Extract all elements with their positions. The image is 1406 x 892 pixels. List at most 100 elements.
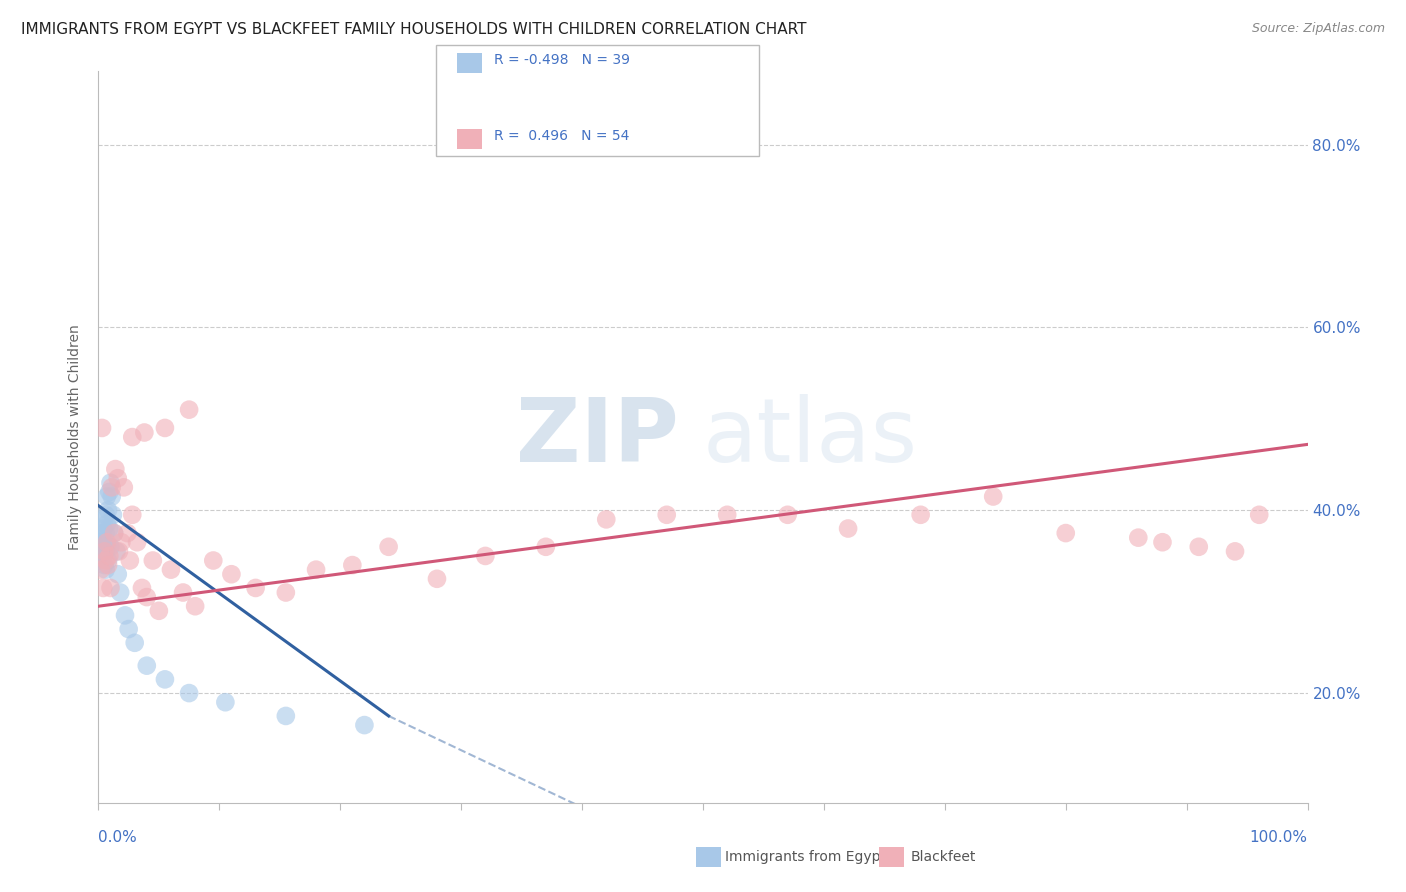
Point — [91, 526, 114, 541]
Point — [94, 526, 117, 541]
Point — [107, 567, 129, 582]
Point — [104, 462, 127, 476]
Point — [172, 585, 194, 599]
Point — [101, 508, 124, 522]
Point — [127, 535, 149, 549]
Point — [100, 540, 122, 554]
Text: R = -0.498   N = 39: R = -0.498 N = 39 — [494, 53, 630, 67]
Point — [91, 544, 114, 558]
Point — [160, 563, 183, 577]
Point — [184, 599, 207, 614]
Point — [94, 553, 117, 567]
Point — [94, 508, 117, 522]
Point — [135, 658, 157, 673]
Point — [353, 718, 375, 732]
Point — [245, 581, 267, 595]
Point — [93, 544, 115, 558]
Point — [534, 540, 557, 554]
Point — [305, 563, 328, 577]
Point — [97, 553, 120, 567]
Point — [716, 508, 738, 522]
Point — [93, 540, 115, 554]
Point — [91, 549, 114, 563]
Text: Blackfeet: Blackfeet — [911, 850, 976, 864]
Point — [103, 526, 125, 541]
Point — [655, 508, 678, 522]
Point — [142, 553, 165, 567]
Point — [1054, 526, 1077, 541]
Point — [107, 471, 129, 485]
Point — [153, 673, 176, 687]
Point — [108, 585, 131, 599]
Point — [98, 521, 121, 535]
Y-axis label: Family Households with Children: Family Households with Children — [69, 324, 83, 550]
Point — [776, 508, 799, 522]
Point — [135, 590, 157, 604]
Point — [274, 709, 297, 723]
Point — [474, 549, 496, 563]
Point — [100, 480, 122, 494]
Point — [97, 558, 120, 573]
Text: IMMIGRANTS FROM EGYPT VS BLACKFEET FAMILY HOUSEHOLDS WITH CHILDREN CORRELATION C: IMMIGRANTS FROM EGYPT VS BLACKFEET FAMIL… — [21, 22, 807, 37]
Point — [110, 535, 132, 549]
Point — [1128, 531, 1150, 545]
Point — [114, 608, 136, 623]
Point — [118, 622, 141, 636]
Point — [98, 549, 121, 563]
Point — [124, 636, 146, 650]
Text: Immigrants from Egypt: Immigrants from Egypt — [725, 850, 887, 864]
Point — [131, 581, 153, 595]
Point — [90, 563, 112, 577]
Point — [93, 512, 115, 526]
Point — [121, 508, 143, 522]
Point — [97, 503, 120, 517]
Point — [91, 581, 114, 595]
Text: 0.0%: 0.0% — [98, 830, 138, 845]
Point — [96, 490, 118, 504]
Point — [90, 535, 112, 549]
Point — [91, 521, 114, 535]
Point — [179, 686, 201, 700]
Text: 100.0%: 100.0% — [1250, 830, 1308, 845]
Point — [202, 553, 225, 567]
Point — [910, 508, 932, 522]
Point — [148, 604, 170, 618]
Point — [100, 475, 122, 490]
Point — [342, 558, 364, 573]
Point — [153, 421, 176, 435]
Point — [121, 430, 143, 444]
Text: Source: ZipAtlas.com: Source: ZipAtlas.com — [1251, 22, 1385, 36]
Point — [108, 544, 131, 558]
Point — [91, 421, 114, 435]
Point — [981, 490, 1004, 504]
Point — [100, 581, 122, 595]
Point — [112, 480, 135, 494]
Point — [98, 485, 121, 500]
Point — [1223, 544, 1246, 558]
Point — [94, 563, 117, 577]
Point — [1249, 508, 1271, 522]
Point — [100, 490, 122, 504]
Point — [90, 553, 112, 567]
Point — [377, 540, 399, 554]
Point — [1188, 540, 1211, 554]
Point — [426, 572, 449, 586]
Point — [103, 526, 125, 541]
Point — [595, 512, 617, 526]
Point — [91, 540, 114, 554]
Point — [221, 567, 243, 582]
Point — [105, 544, 128, 558]
Point — [837, 521, 859, 535]
Point — [214, 695, 236, 709]
Point — [134, 425, 156, 440]
Point — [1152, 535, 1174, 549]
Text: R =  0.496   N = 54: R = 0.496 N = 54 — [494, 128, 628, 143]
Point — [118, 553, 141, 567]
Point — [94, 544, 117, 558]
Point — [96, 540, 118, 554]
Text: ZIP: ZIP — [516, 393, 679, 481]
Point — [93, 558, 115, 573]
Point — [117, 526, 139, 541]
Point — [91, 531, 114, 545]
Point — [96, 516, 118, 531]
